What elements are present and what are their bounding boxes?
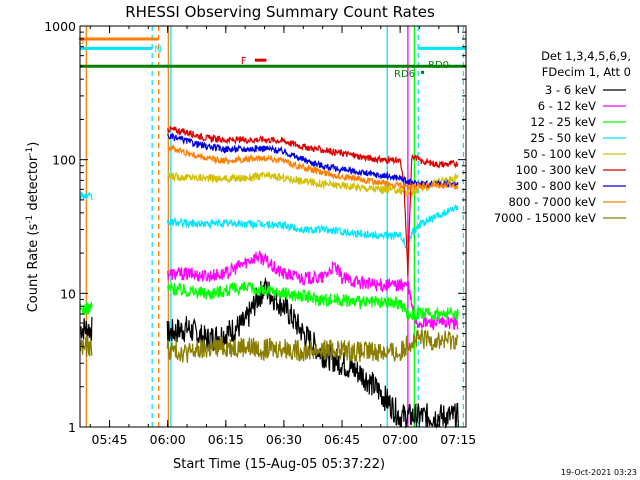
axis-ticks: 05:45 06:00 06:15 06:30 06:45 07:00 07:15 1 10 10… — [44, 19, 476, 447]
footer-date: 19-Oct-2021 03:23 — [561, 468, 637, 477]
x-tick-label: 06:45 — [324, 432, 360, 447]
annotation-n-label: N — [154, 44, 161, 55]
legend-label: 300 - 800 keV — [516, 179, 596, 193]
legend-label: 6 - 12 keV — [538, 99, 596, 113]
x-tick-label: 06:15 — [208, 432, 244, 447]
x-axis-label: Start Time (15-Aug-05 05:37:22) — [173, 457, 385, 472]
x-tick-label: 07:15 — [440, 432, 476, 447]
legend-label: 800 - 7000 keV — [508, 195, 596, 209]
legend-label: 25 - 50 keV — [530, 131, 596, 145]
y-tick-label: 1000 — [44, 19, 76, 34]
x-tick-label: 07:00 — [382, 432, 418, 447]
legend-label: 12 - 25 keV — [530, 115, 596, 129]
legend-label: 100 - 300 keV — [516, 163, 596, 177]
y-axis-label-sup2: -1 — [25, 147, 35, 156]
legend-header-1: Det 1,3,4,5,6,9, — [541, 49, 631, 63]
annotation-rd6-marker — [421, 70, 424, 74]
plot-frame — [79, 25, 467, 428]
series-line-9 — [79, 334, 93, 358]
y-axis-label-main: Count Rate (s — [26, 224, 41, 313]
chart-title: RHESSI Observing Summary Count Rates — [125, 3, 435, 21]
legend: Det 1,3,4,5,6,9, FDecim 1, Att 0 3 - 6 k… — [494, 49, 631, 225]
series-line-1 — [79, 316, 93, 341]
y-axis-label-end: ) — [26, 142, 41, 147]
series-line-6 — [167, 125, 459, 277]
annotation-rd6-label: RD6 — [394, 69, 415, 80]
series-line-9-seg1 — [166, 327, 459, 363]
y-axis-label-sup1: -1 — [25, 215, 35, 224]
y-tick-label: 100 — [52, 153, 76, 168]
legend-label: 50 - 100 keV — [523, 147, 596, 161]
series-line-2 — [167, 250, 459, 332]
annotation-s-label: S — [78, 36, 84, 47]
annotation-rd0-label: RD0 — [428, 60, 449, 71]
series-line-5 — [167, 171, 459, 199]
series-line-4-seg1 — [166, 204, 459, 251]
vertical-event-lines — [85, 26, 465, 427]
x-tick-label: 06:00 — [150, 432, 186, 447]
legend-label: 7000 - 15000 keV — [494, 211, 596, 225]
legend-label: 3 - 6 keV — [545, 83, 596, 97]
legend-header-2: FDecim 1, Att 0 — [542, 65, 631, 79]
series-line-4 — [79, 191, 93, 201]
annotation-layer: S N F RD0 RD6 — [78, 36, 466, 80]
series-line-8 — [167, 144, 459, 190]
series-layer — [79, 125, 459, 430]
y-tick-label: 1 — [68, 420, 76, 435]
series-line-7 — [167, 132, 459, 189]
x-tick-label: 06:30 — [266, 432, 302, 447]
series-line-3 — [79, 301, 93, 316]
y-tick-label: 10 — [60, 286, 76, 301]
series-line-3-seg1 — [166, 281, 459, 323]
x-tick-label: 05:45 — [92, 432, 128, 447]
annotation-f-label: F — [241, 56, 247, 67]
y-axis-label-mid: detector — [26, 155, 41, 215]
y-axis-label: Count Rate (s-1 detector-1) — [25, 142, 41, 313]
